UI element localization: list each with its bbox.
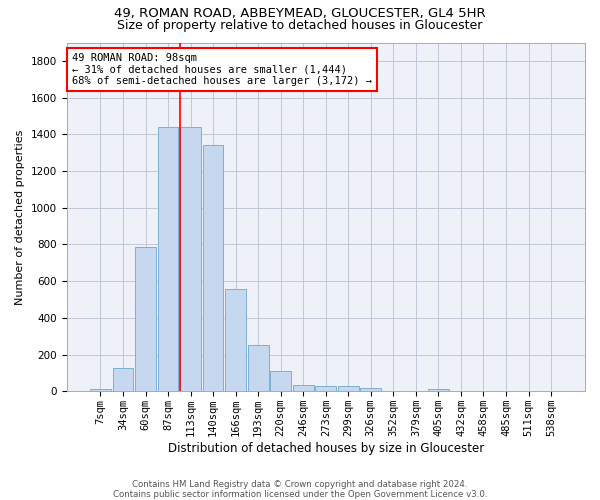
X-axis label: Distribution of detached houses by size in Gloucester: Distribution of detached houses by size … [167, 442, 484, 455]
Text: Contains HM Land Registry data © Crown copyright and database right 2024.
Contai: Contains HM Land Registry data © Crown c… [113, 480, 487, 499]
Bar [338, 386, 359, 392]
Bar [428, 388, 449, 392]
Bar [316, 386, 336, 392]
Bar [271, 371, 291, 392]
Text: 49 ROMAN ROAD: 98sqm
← 31% of detached houses are smaller (1,444)
68% of semi-de: 49 ROMAN ROAD: 98sqm ← 31% of detached h… [72, 53, 372, 86]
Bar [225, 290, 246, 392]
Text: Size of property relative to detached houses in Gloucester: Size of property relative to detached ho… [118, 19, 482, 32]
Bar [180, 127, 201, 392]
Bar [158, 127, 178, 392]
Bar [361, 388, 381, 392]
Bar [293, 385, 314, 392]
Text: 49, ROMAN ROAD, ABBEYMEAD, GLOUCESTER, GL4 5HR: 49, ROMAN ROAD, ABBEYMEAD, GLOUCESTER, G… [114, 8, 486, 20]
Bar [90, 388, 111, 392]
Y-axis label: Number of detached properties: Number of detached properties [15, 129, 25, 304]
Bar [113, 368, 133, 392]
Bar [248, 346, 269, 392]
Bar [135, 247, 156, 392]
Bar [203, 146, 223, 392]
